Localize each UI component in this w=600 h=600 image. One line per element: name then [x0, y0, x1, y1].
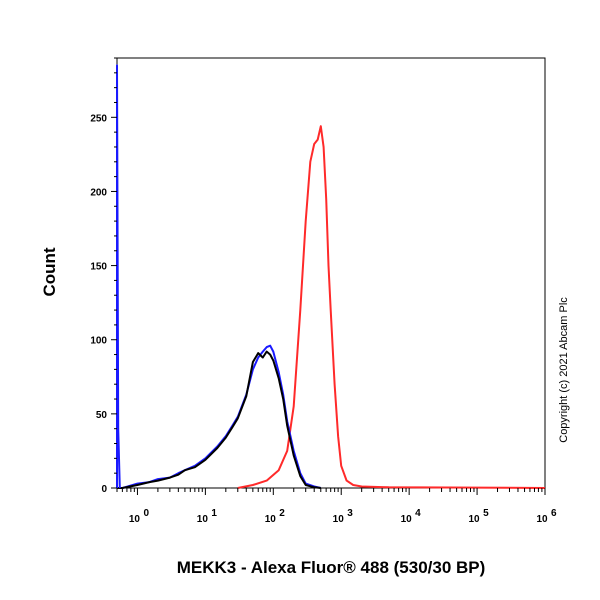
y-tick-label: 0 — [101, 484, 107, 495]
x-tick-exponent: 2 — [279, 508, 285, 519]
y-axis-title: Count — [40, 247, 59, 296]
x-tick-label: 10 — [197, 514, 209, 525]
x-tick-label: 10 — [265, 514, 277, 525]
x-tick-exponent: 0 — [143, 508, 149, 519]
x-tick-exponent: 6 — [551, 508, 557, 519]
y-tick-label: 150 — [90, 262, 107, 273]
y-tick-label: 100 — [90, 336, 107, 347]
x-tick-label: 10 — [129, 514, 141, 525]
histogram-series-line — [117, 350, 321, 489]
series-layer — [116, 64, 546, 489]
copyright-annotation: Copyright (c) 2021 Abcam Plc — [558, 297, 570, 443]
y-tick-label: 200 — [90, 187, 107, 198]
x-tick-label: 10 — [401, 514, 413, 525]
y-tick-label: 50 — [96, 410, 108, 421]
x-tick-label: 10 — [333, 514, 345, 525]
x-tick-exponent: 4 — [415, 508, 421, 519]
x-axis-title: MEKK3 - Alexa Fluor® 488 (530/30 BP) — [177, 558, 486, 577]
histogram-series-line — [237, 125, 546, 489]
x-tick-exponent: 5 — [483, 508, 489, 519]
histogram-series-line — [116, 64, 121, 489]
x-tick-label: 10 — [536, 514, 548, 525]
y-tick-label: 250 — [90, 113, 107, 124]
x-tick-exponent: 3 — [347, 508, 353, 519]
x-tick-exponent: 1 — [211, 508, 217, 519]
x-tick-label: 10 — [469, 514, 481, 525]
y-axis: 0 50 100 150 200 250 — [90, 57, 117, 495]
